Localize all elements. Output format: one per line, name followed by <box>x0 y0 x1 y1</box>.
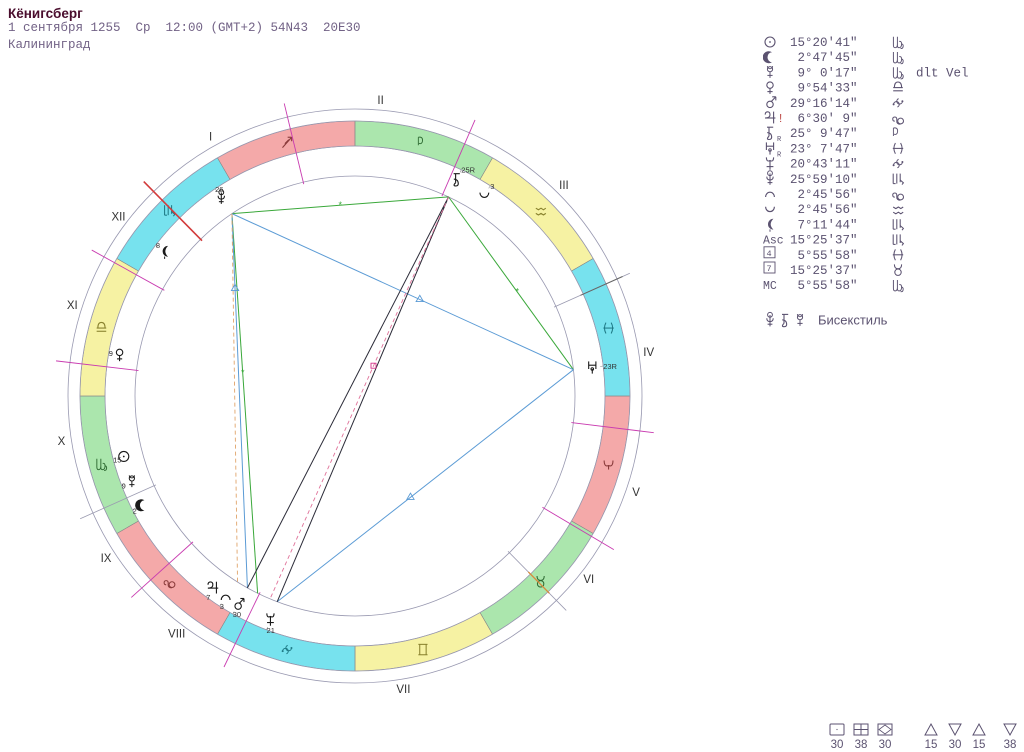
svg-text:6°30' 9": 6°30' 9" <box>790 112 858 126</box>
svg-text:2°45'56": 2°45'56" <box>790 188 858 202</box>
svg-text:9: 9 <box>109 349 113 358</box>
svg-text:2: 2 <box>133 506 137 515</box>
svg-text:Asc: Asc <box>763 235 784 248</box>
svg-text:7: 7 <box>767 264 772 274</box>
svg-text:IX: IX <box>101 553 112 565</box>
svg-text:8: 8 <box>156 241 160 250</box>
svg-text:30: 30 <box>233 610 241 619</box>
svg-text:30: 30 <box>879 739 892 751</box>
svg-text:7°11'44": 7°11'44" <box>790 218 858 232</box>
svg-text:38: 38 <box>1004 739 1017 751</box>
svg-text:X: X <box>58 436 66 448</box>
svg-text:Бисекстиль: Бисекстиль <box>818 312 888 327</box>
svg-text:XII: XII <box>111 211 125 223</box>
svg-text:15: 15 <box>973 739 986 751</box>
svg-text:15: 15 <box>113 455 121 464</box>
svg-text:15: 15 <box>925 739 938 751</box>
svg-text:VIII: VIII <box>168 629 185 641</box>
svg-text:*: * <box>241 368 245 378</box>
svg-text:II: II <box>377 95 383 107</box>
svg-text:15°25'37": 15°25'37" <box>790 234 858 248</box>
svg-text:9° 0'17": 9° 0'17" <box>790 66 858 80</box>
svg-text:9: 9 <box>122 482 126 491</box>
svg-text:15°20'41": 15°20'41" <box>790 36 858 50</box>
svg-text:21: 21 <box>267 626 275 635</box>
svg-text:38: 38 <box>855 739 868 751</box>
svg-text:V: V <box>632 487 640 499</box>
svg-text:9°54'33": 9°54'33" <box>790 82 858 96</box>
svg-text:2°47'45": 2°47'45" <box>790 51 858 65</box>
svg-text:25°59'10": 25°59'10" <box>790 173 858 187</box>
svg-text:3: 3 <box>490 182 494 191</box>
svg-text:26: 26 <box>215 185 223 194</box>
svg-text:R: R <box>777 151 782 159</box>
svg-text:23R: 23R <box>603 362 617 371</box>
svg-text:23° 7'47": 23° 7'47" <box>790 142 858 156</box>
svg-text:MC: MC <box>763 280 777 293</box>
svg-text:5°55'58": 5°55'58" <box>790 279 858 293</box>
svg-text:25° 9'47": 25° 9'47" <box>790 127 858 141</box>
svg-text:3: 3 <box>220 602 224 611</box>
svg-text:4: 4 <box>767 249 772 259</box>
svg-text:25R: 25R <box>461 166 475 175</box>
svg-text:!: ! <box>777 112 784 126</box>
svg-text:29°16'14": 29°16'14" <box>790 97 858 111</box>
svg-text:III: III <box>559 180 569 192</box>
svg-text:XI: XI <box>67 300 78 312</box>
svg-text:R: R <box>777 136 782 144</box>
svg-text:2°45'56": 2°45'56" <box>790 203 858 217</box>
svg-text:IV: IV <box>643 347 654 359</box>
svg-text:7: 7 <box>206 593 210 602</box>
svg-text:*: * <box>515 286 519 296</box>
svg-text:30: 30 <box>831 739 844 751</box>
svg-text:VI: VI <box>583 574 594 586</box>
svg-text:15°25'37": 15°25'37" <box>790 264 858 278</box>
svg-text:*: * <box>338 200 342 210</box>
svg-text:VII: VII <box>396 684 410 696</box>
svg-text:20°43'11": 20°43'11" <box>790 158 858 172</box>
svg-text:5°55'58": 5°55'58" <box>790 249 858 263</box>
svg-text:dlt Vel: dlt Vel <box>916 66 969 80</box>
svg-text:I: I <box>209 131 212 143</box>
svg-text:30: 30 <box>949 739 962 751</box>
